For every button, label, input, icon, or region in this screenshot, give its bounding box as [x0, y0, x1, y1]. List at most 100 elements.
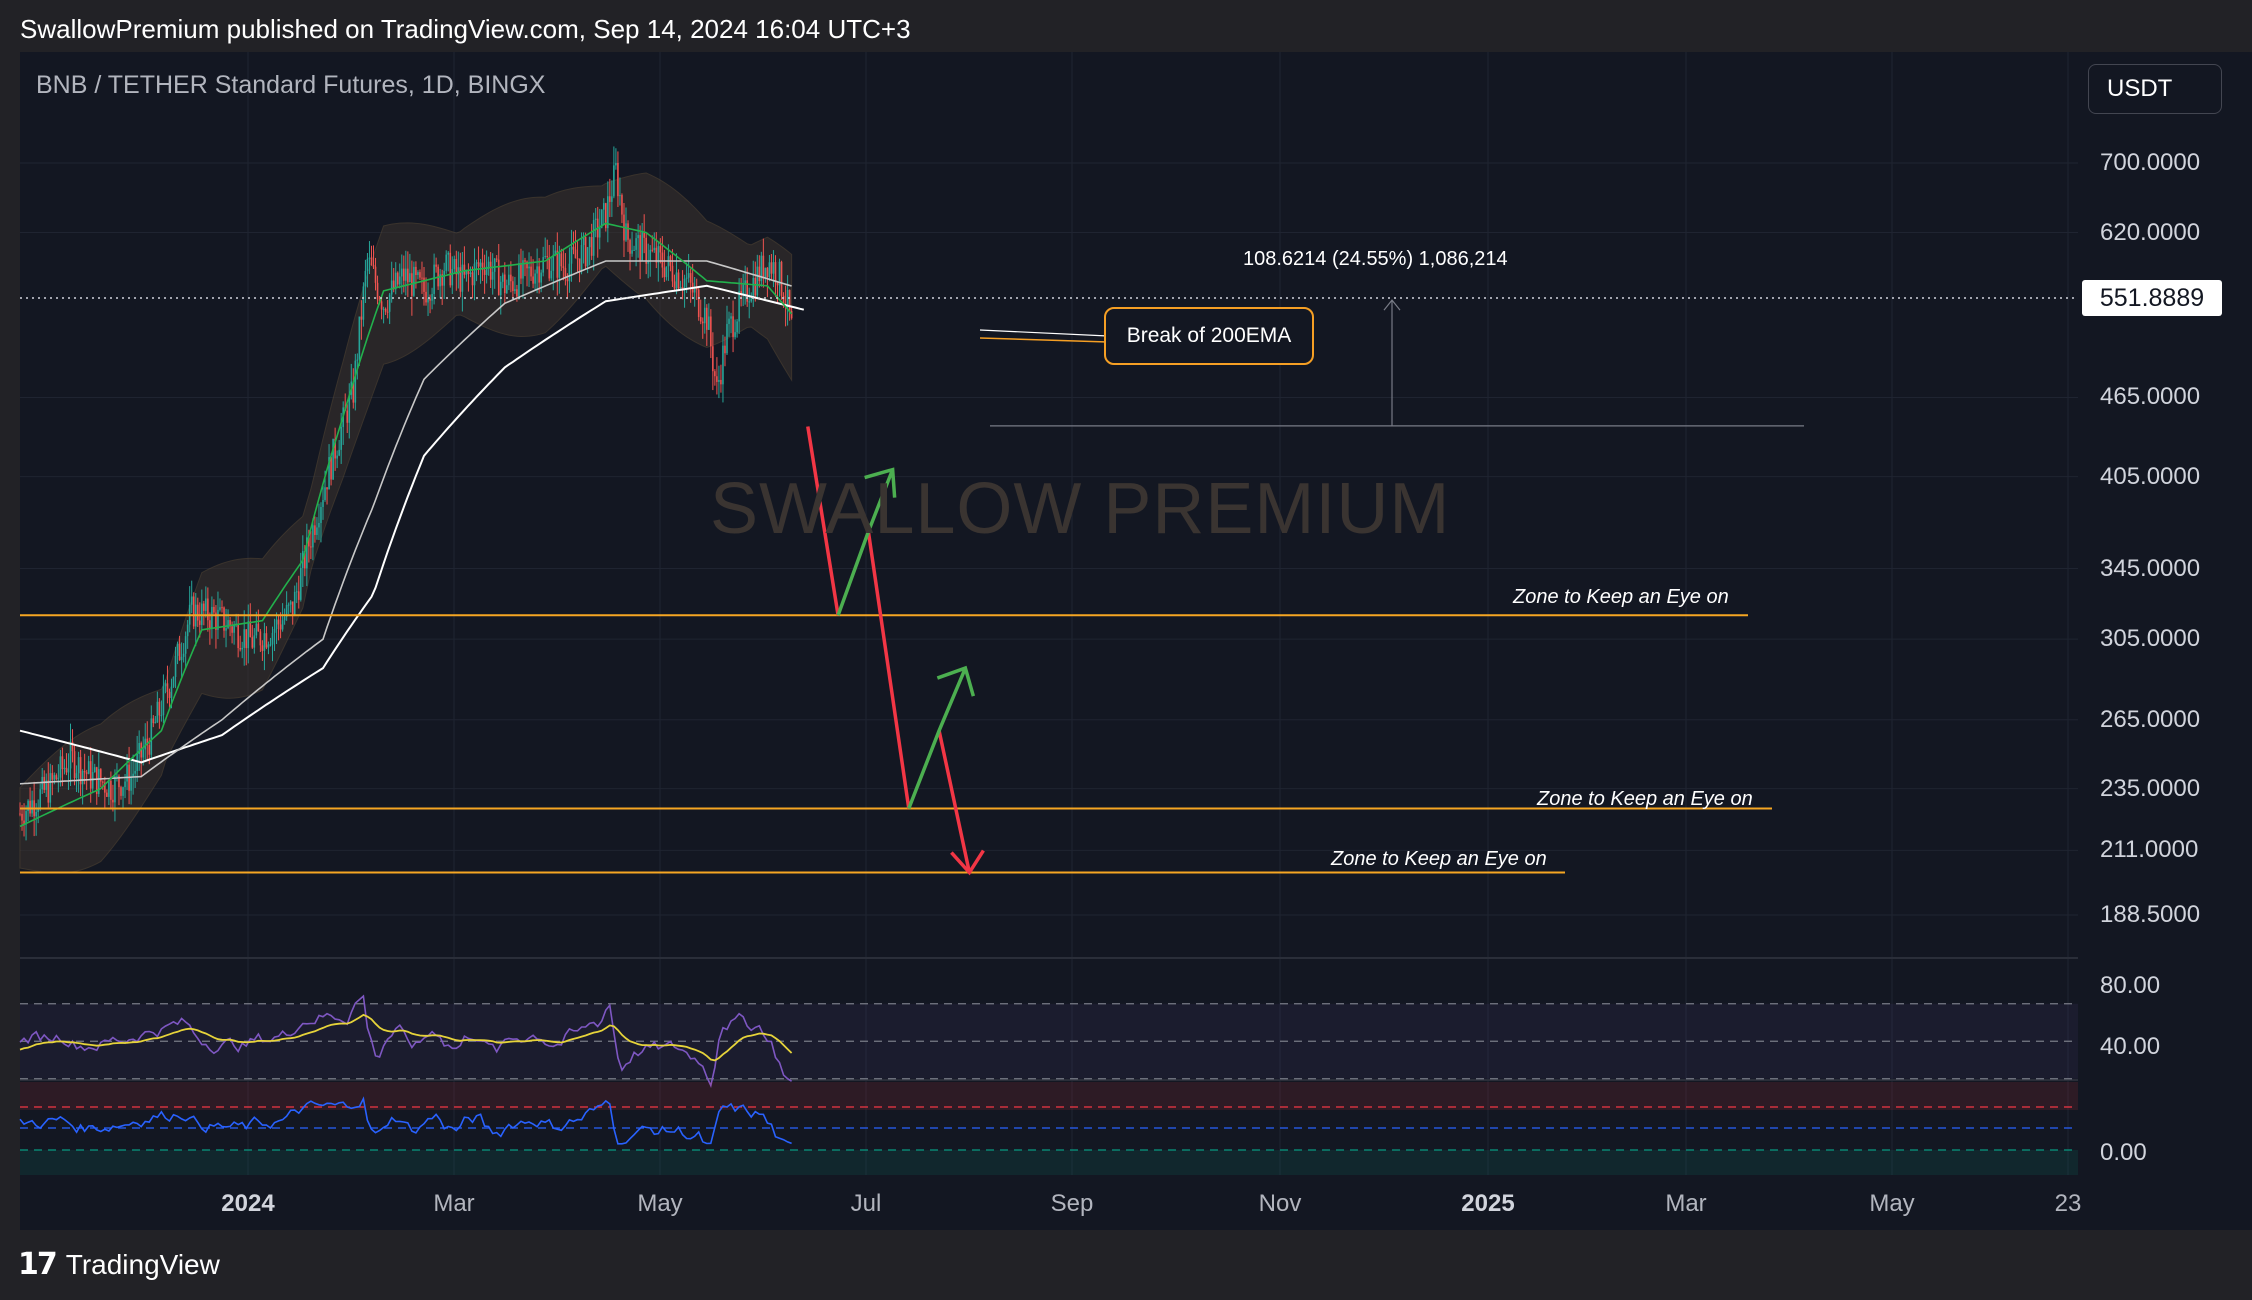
time-axis-label: Sep [1050, 1190, 1094, 1217]
candle-body [87, 761, 90, 774]
candle-body [451, 269, 454, 286]
candle-body [243, 629, 246, 648]
candle-body [552, 254, 555, 271]
candle-body [526, 261, 528, 269]
candle-body [370, 257, 373, 265]
candle-body [162, 686, 165, 716]
candle-body [548, 257, 551, 279]
candle-body [588, 237, 591, 248]
candle-body [473, 263, 476, 286]
candle-body [566, 278, 569, 282]
candle-body [786, 289, 789, 307]
candle-body [788, 289, 791, 311]
candle-body [419, 272, 421, 278]
zone-label-2: Zone to Keep an Eye on [1537, 788, 1753, 810]
candle-body [89, 761, 92, 789]
candle-body [150, 718, 153, 755]
candle-body [627, 223, 629, 240]
candle-body [233, 625, 235, 633]
candle-body [647, 261, 650, 264]
candle-body [180, 656, 183, 661]
osc-axis-label-0: 0.00 [2100, 1139, 2147, 1166]
candle-body [578, 258, 581, 271]
candle-body [174, 655, 177, 677]
time-axis-label: 2024 [221, 1190, 275, 1217]
price-axis-label: 465.0000 [2100, 383, 2201, 411]
price-axis-label: 305.0000 [2100, 625, 2201, 653]
candle-body [514, 289, 516, 291]
candle-body [415, 266, 417, 276]
candle-body [659, 246, 662, 253]
candle-body [534, 273, 536, 284]
candle-body [790, 310, 793, 319]
candle-body [592, 220, 595, 256]
candle-body [318, 522, 320, 528]
candle-body [63, 767, 66, 770]
candle-body [471, 272, 474, 286]
candle-body [320, 507, 322, 523]
candle-body [562, 266, 565, 268]
candle-body [168, 691, 171, 698]
candle-body [279, 624, 282, 630]
candle-body [570, 246, 573, 264]
candle-body [138, 743, 140, 755]
candle-body [540, 272, 542, 283]
candle-body [740, 291, 742, 295]
candle-body [542, 257, 544, 273]
candle-body [316, 527, 318, 535]
candle-body [524, 260, 526, 262]
zone-label-1: Zone to Keep an Eye on [1513, 586, 1729, 608]
candle-body [701, 321, 704, 324]
candle-body [770, 262, 773, 274]
candle-body [31, 800, 33, 814]
candle-body [651, 249, 654, 251]
candle-body [263, 633, 266, 651]
currency-button[interactable]: USDT [2088, 64, 2222, 114]
candle-body [586, 247, 589, 267]
candle-body [93, 767, 96, 773]
current-price-badge: 551.8889 [2082, 280, 2222, 316]
candle-body [213, 606, 215, 613]
candle-body [83, 770, 86, 773]
candle-body [744, 280, 746, 285]
candle-body [560, 253, 563, 267]
candle-body [196, 604, 199, 621]
price-axis-label: 700.0000 [2100, 149, 2201, 176]
candle-body [431, 293, 433, 301]
candle-body [306, 537, 308, 569]
candle-body [241, 647, 243, 650]
candle-body [661, 252, 664, 268]
candle-body [772, 262, 775, 274]
candle-body [594, 218, 597, 221]
candle-body [269, 644, 272, 646]
candle-body [778, 261, 781, 286]
candle-body [304, 551, 306, 569]
candle-body [621, 195, 623, 215]
candle-body [23, 820, 25, 825]
candle-body [336, 455, 338, 459]
rsi-ma-line [19, 1013, 793, 1062]
candle-body [104, 782, 106, 793]
candle-body [738, 291, 740, 322]
candle-body [550, 270, 553, 279]
candle-body [693, 288, 696, 293]
candle-body [598, 227, 601, 238]
candle-body [374, 266, 377, 283]
candle-body [124, 781, 126, 788]
candle-body [714, 371, 716, 377]
candle-body [748, 301, 751, 303]
time-axis-label: 2025 [1461, 1190, 1515, 1217]
candle-body [69, 741, 72, 769]
bear-arrowhead [950, 849, 985, 876]
candle-body [576, 258, 579, 260]
candle-body [671, 265, 674, 282]
time-axis-label: Mar [433, 1190, 475, 1217]
candle-body [530, 266, 532, 277]
tradingview-footer: 17 TradingView [18, 1247, 220, 1282]
candle-body [352, 381, 355, 403]
candle-body [689, 273, 692, 283]
candle-body [506, 285, 508, 294]
candle-body [75, 773, 78, 779]
candle-body [730, 316, 732, 319]
